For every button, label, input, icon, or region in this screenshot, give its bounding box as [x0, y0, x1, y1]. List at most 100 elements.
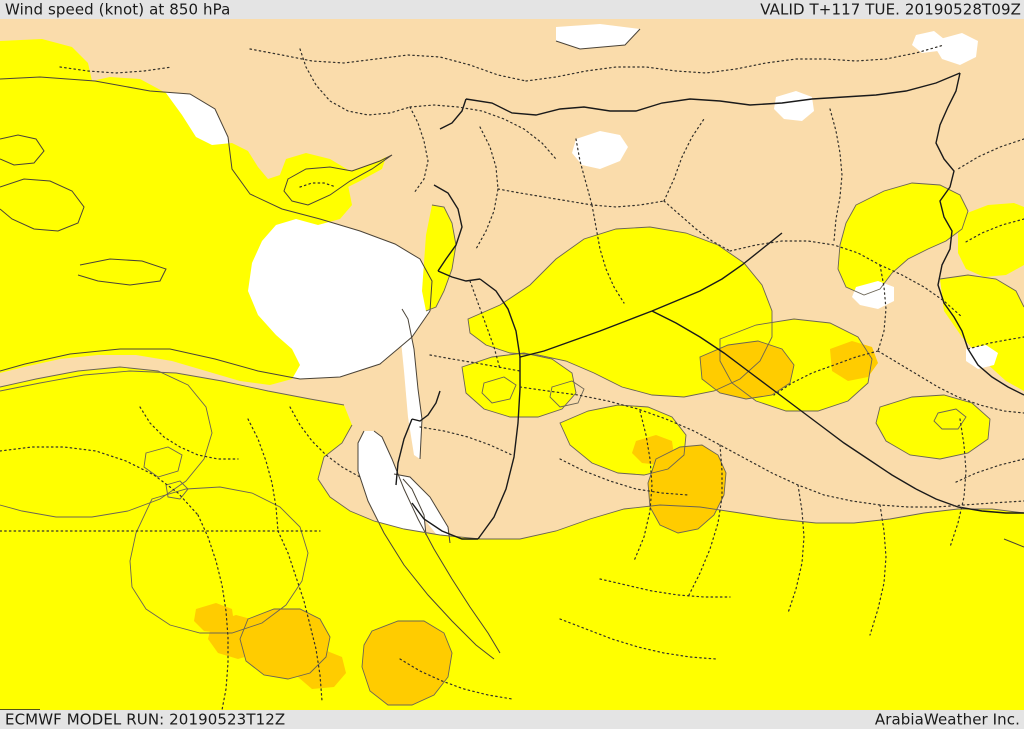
coastline-gulf-of-suez: [393, 473, 451, 544]
orange-core-small-a: [632, 435, 674, 465]
border-jordan-saudi: [477, 357, 521, 540]
isotach-orange-iraq: [647, 444, 727, 534]
dotted-border-egypt-3: [197, 514, 229, 710]
border-iran-iraq: [935, 72, 1024, 396]
isotach-iraq-ne: [837, 182, 969, 296]
white-patch-turkey-ne: [774, 91, 814, 121]
isotach-syria-desert: [467, 226, 773, 398]
orange-core-central-iraq: [648, 445, 726, 533]
internal-borders-layer: [0, 44, 1024, 710]
dotted-border-saudi-2: [633, 410, 653, 562]
international-borders-layer: [0, 72, 1024, 710]
header-bar: Wind speed (knot) at 850 hPa VALID T+117…: [0, 0, 1024, 19]
black-sea: [556, 24, 640, 49]
white-patch-east-turkey: [936, 33, 978, 65]
white-patch-iran-1: [966, 345, 998, 369]
dotted-border-syria-3: [575, 138, 593, 206]
isotach-gulf-coast: [875, 394, 991, 460]
isotach-orange-iraq-north: [699, 340, 795, 400]
coastline-black-sea: [555, 28, 641, 50]
coastline-crete: [77, 258, 167, 286]
yellow-region-cyprus: [276, 153, 386, 209]
map-canvas[interactable]: [0, 19, 1024, 710]
dotted-border-turkey-2: [525, 44, 945, 82]
dotted-border-egypt-4: [247, 418, 279, 532]
dotted-border-saudi-5: [869, 504, 887, 636]
dotted-border-lower-right-1: [599, 578, 731, 598]
border-syria-lebanon: [433, 184, 463, 272]
yellow-region-syrian-desert: [468, 227, 772, 397]
isotach-eastern-arabia: [719, 318, 873, 412]
border-saudi-iraq: [651, 310, 917, 490]
page-title: Wind speed (knot) at 850 hPa: [5, 0, 231, 19]
coastline-mediterranean-south: [0, 310, 431, 380]
white-patch-turkey-central: [572, 131, 628, 169]
orange-core-red-sea-hills: [362, 621, 452, 705]
coastline-gulf-of-aqaba: [402, 478, 427, 536]
coastlines-layer: [0, 28, 1024, 660]
coastline-dead-sea: [401, 308, 423, 460]
dotted-border-saudi-4: [787, 484, 805, 614]
dotted-border-iraq-5: [877, 350, 1024, 414]
dotted-border-sinai-1: [419, 426, 513, 456]
orange-core-arabia-sw: [194, 603, 234, 633]
border-egypt-israel-sinai: [395, 418, 413, 486]
dotted-border-iran-1: [957, 138, 1024, 170]
isotach-zagros: [939, 274, 1024, 308]
dotted-border-top-left: [59, 66, 173, 74]
border-syria-jordan: [479, 278, 653, 358]
yellow-region-western-desert: [0, 367, 212, 517]
dotted-border-turkey-4: [409, 106, 429, 194]
dotted-border-iraq-4: [877, 264, 887, 352]
dotted-border-saudi-3: [687, 444, 723, 598]
coastline-persian-gulf: [1003, 538, 1024, 548]
jordan-rift-valley: [400, 309, 422, 459]
dotted-border-syria-4: [591, 204, 625, 304]
isotach-small-egypt-b: [165, 480, 189, 500]
isotach-arabia-north: [317, 424, 1024, 540]
border-sinai: [411, 390, 441, 422]
dotted-border-lower-right-2: [559, 618, 717, 660]
isotach-nile: [129, 486, 309, 634]
dotted-border-turkey-3: [299, 48, 411, 116]
border-lebanon-israel: [437, 270, 481, 282]
weather-map-svg: [0, 19, 1024, 710]
orange-core-nile-small: [298, 649, 346, 689]
isotach-small-e: [933, 408, 967, 430]
yellow-region-nile-valley: [130, 487, 308, 633]
yellow-region-iran-west: [958, 203, 1024, 277]
dotted-border-lower-mid: [399, 658, 513, 700]
isotach-small-d: [549, 380, 585, 408]
dotted-border-saudi-1: [519, 386, 1024, 508]
valid-time-label: VALID T+117 TUE. 20190528T09Z: [760, 0, 1021, 19]
isotach-small-c: [481, 376, 517, 404]
border-turkey-syria: [465, 72, 961, 116]
dotted-border-egypt-1: [0, 446, 199, 516]
dotted-border-jordan-2: [469, 280, 501, 370]
isotach-nejd: [559, 404, 687, 476]
dotted-border-iraq-2: [829, 108, 843, 242]
dotted-border-jordan-1: [429, 354, 521, 372]
dotted-border-egypt-7: [139, 406, 239, 460]
yellow-region-zagros: [940, 275, 1024, 391]
coastline-aegean-islands: [0, 134, 45, 166]
dotted-border-far-right-2: [953, 458, 1024, 484]
border-jordan-iraq: [651, 232, 783, 312]
isotach-orange-redseahills: [361, 620, 453, 706]
dotted-border-iraq-3: [879, 264, 963, 318]
dotted-border-turkey-5: [409, 104, 557, 160]
dotted-border-iran-3: [967, 336, 1024, 350]
isotach-western-desert: [0, 366, 213, 518]
orange-core-arabia-far-se: [830, 341, 878, 381]
dotted-border-saudi-6: [559, 458, 689, 496]
credit-label: ArabiaWeather Inc.: [874, 710, 1020, 729]
dotted-border-turkey-1: [249, 48, 527, 82]
coastline-greece: [0, 178, 85, 232]
yellow-region-gulf-coast: [876, 395, 990, 459]
isotach-levant-coast: [425, 204, 457, 312]
dotted-border-syria-5: [663, 200, 731, 252]
isotach-northern-arabia: [461, 352, 577, 418]
border-turkey-syria-west: [439, 98, 467, 130]
yellow-region-iraq-ne: [838, 183, 968, 295]
